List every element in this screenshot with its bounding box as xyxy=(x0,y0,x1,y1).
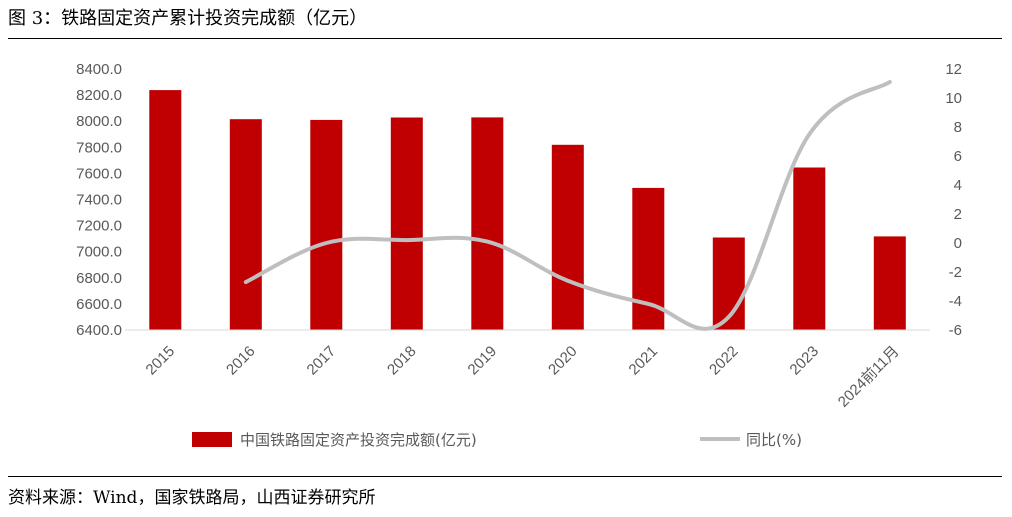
bottom-rule xyxy=(8,476,1002,477)
left-tick-label: 7200.0 xyxy=(76,218,122,235)
left-tick-label: 7600.0 xyxy=(76,165,122,182)
bar-2020 xyxy=(551,144,584,330)
left-tick-label: 8400.0 xyxy=(76,61,122,78)
x-tick-label: 2015 xyxy=(143,343,179,379)
bar-2023 xyxy=(793,167,826,330)
x-tick-label: 2021 xyxy=(626,343,662,379)
yoy-point-2022 xyxy=(728,316,730,318)
left-tick-label: 7800.0 xyxy=(76,139,122,156)
left-tick-label: 6400.0 xyxy=(76,322,122,339)
left-tick-label: 6800.0 xyxy=(76,270,122,287)
bar-2019 xyxy=(471,117,504,331)
x-tick-label: 2022 xyxy=(706,343,742,379)
yoy-point-2020 xyxy=(567,279,569,282)
yoy-line xyxy=(243,80,892,331)
right-tick-label: 2 xyxy=(954,206,962,223)
yoy-point-2017 xyxy=(325,242,328,244)
x-tick-label: 2019 xyxy=(465,343,501,379)
x-tick-label: 2017 xyxy=(304,343,340,379)
bar-2015 xyxy=(149,90,182,330)
right-tick-label: 4 xyxy=(954,177,962,194)
yoy-point-2024前11月 xyxy=(889,81,891,83)
left-tick-label: 7400.0 xyxy=(76,192,122,209)
right-tick-label: 12 xyxy=(945,61,962,78)
left-tick-label: 6600.0 xyxy=(76,296,122,313)
right-tick-label: 0 xyxy=(954,235,962,252)
right-tick-label: -2 xyxy=(949,264,962,281)
bar-2017 xyxy=(310,119,343,331)
x-tick-label: 2024前11月 xyxy=(835,343,903,411)
figure-source: 资料来源：Wind，国家铁路局，山西证券研究所 xyxy=(8,488,376,508)
legend-swatch-bars xyxy=(192,432,232,447)
right-tick-label: -6 xyxy=(949,322,962,339)
bar-2016 xyxy=(229,119,262,330)
bar-2018 xyxy=(390,117,423,330)
yoy-point-2021 xyxy=(647,303,650,305)
x-tick-label: 2020 xyxy=(545,343,581,379)
left-tick-label: 8000.0 xyxy=(76,113,122,130)
legend-label-line: 同比(%) xyxy=(746,431,802,449)
yoy-point-2016 xyxy=(245,281,247,283)
left-tick-label: 7000.0 xyxy=(76,244,122,261)
right-tick-label: 8 xyxy=(954,119,962,136)
legend-label-bars: 中国铁路固定资产投资完成额(亿元) xyxy=(240,431,477,449)
left-tick-label: 8200.0 xyxy=(76,87,122,104)
yoy-point-2019 xyxy=(486,240,489,243)
figure-title: 图 3：铁路固定资产累计投资完成额（亿元） xyxy=(8,8,368,29)
right-tick-label: -4 xyxy=(949,293,962,310)
top-rule xyxy=(8,38,1002,39)
bar-2024前11月 xyxy=(873,236,906,330)
x-tick-label: 2016 xyxy=(223,343,259,379)
yoy-point-2018 xyxy=(406,239,408,241)
right-tick-label: 10 xyxy=(945,90,962,107)
x-tick-label: 2018 xyxy=(384,343,420,379)
yoy-point-2023 xyxy=(808,133,811,136)
right-tick-label: 6 xyxy=(954,148,962,165)
x-tick-label: 2023 xyxy=(787,343,823,379)
